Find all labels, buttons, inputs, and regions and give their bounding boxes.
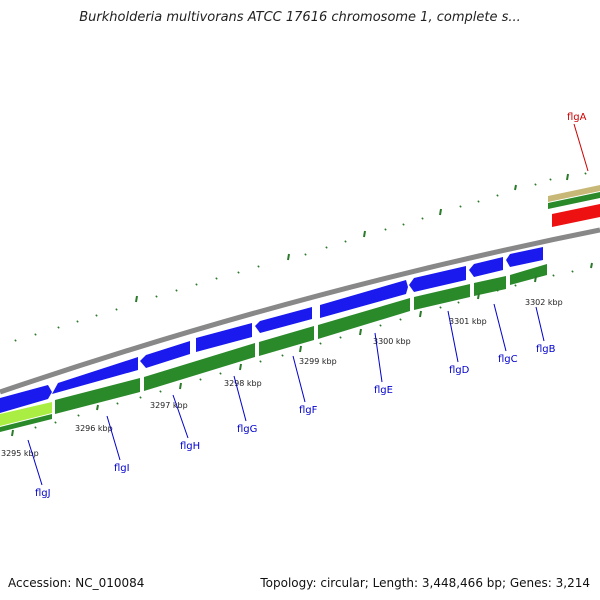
flgA-red-feature[interactable] — [552, 204, 600, 227]
map-title: Burkholderia multivorans ATCC 17616 chro… — [79, 10, 521, 25]
accession-text: Accession: NC_010084 — [8, 576, 145, 590]
kbp-label: 3302 kbp — [525, 298, 563, 307]
kbp-label: 3300 kbp — [373, 337, 411, 346]
kbp-label: 3297 kbp — [150, 401, 188, 410]
gene-label-flgD[interactable]: flgD — [449, 365, 470, 376]
flgA-leader — [573, 123, 589, 172]
gene-label-flgH[interactable]: flgH — [180, 441, 200, 452]
gene-labels: flgJ flgI flgH flgG flgF flgE flgD flgC … — [35, 112, 587, 499]
gene-label-flgG[interactable]: flgG — [237, 424, 257, 435]
kbp-label: 3296 kbp — [75, 424, 113, 433]
lime-feature[interactable] — [0, 402, 52, 426]
kbp-label: 3298 kbp — [224, 379, 262, 388]
green-feature-left[interactable] — [0, 414, 52, 432]
gene-label-flgC[interactable]: flgC — [498, 354, 518, 365]
gene-label-flgA[interactable]: flgA — [567, 112, 587, 123]
gene-label-flgJ[interactable]: flgJ — [35, 488, 51, 499]
kbp-label: 3299 kbp — [299, 357, 337, 366]
gene-leaders — [27, 303, 545, 486]
kbp-labels: 3295 kbp 3296 kbp 3297 kbp 3298 kbp 3299… — [1, 298, 563, 458]
blue-cds-track[interactable] — [0, 247, 543, 413]
summary-text: Topology: circular; Length: 3,448,466 bp… — [260, 576, 590, 590]
backbone-line — [0, 227, 600, 395]
outer-tick-row — [14, 172, 587, 342]
kbp-label: 3295 kbp — [1, 449, 39, 458]
flgA-region — [548, 185, 600, 227]
inner-tick-row — [11, 262, 593, 437]
gene-label-flgE[interactable]: flgE — [374, 385, 393, 396]
green-cds-track[interactable] — [55, 264, 547, 414]
kbp-label: 3301 kbp — [449, 317, 487, 326]
gene-label-flgB[interactable]: flgB — [536, 344, 556, 355]
gene-label-flgI[interactable]: flgI — [114, 463, 130, 474]
gene-label-flgF[interactable]: flgF — [299, 405, 318, 416]
